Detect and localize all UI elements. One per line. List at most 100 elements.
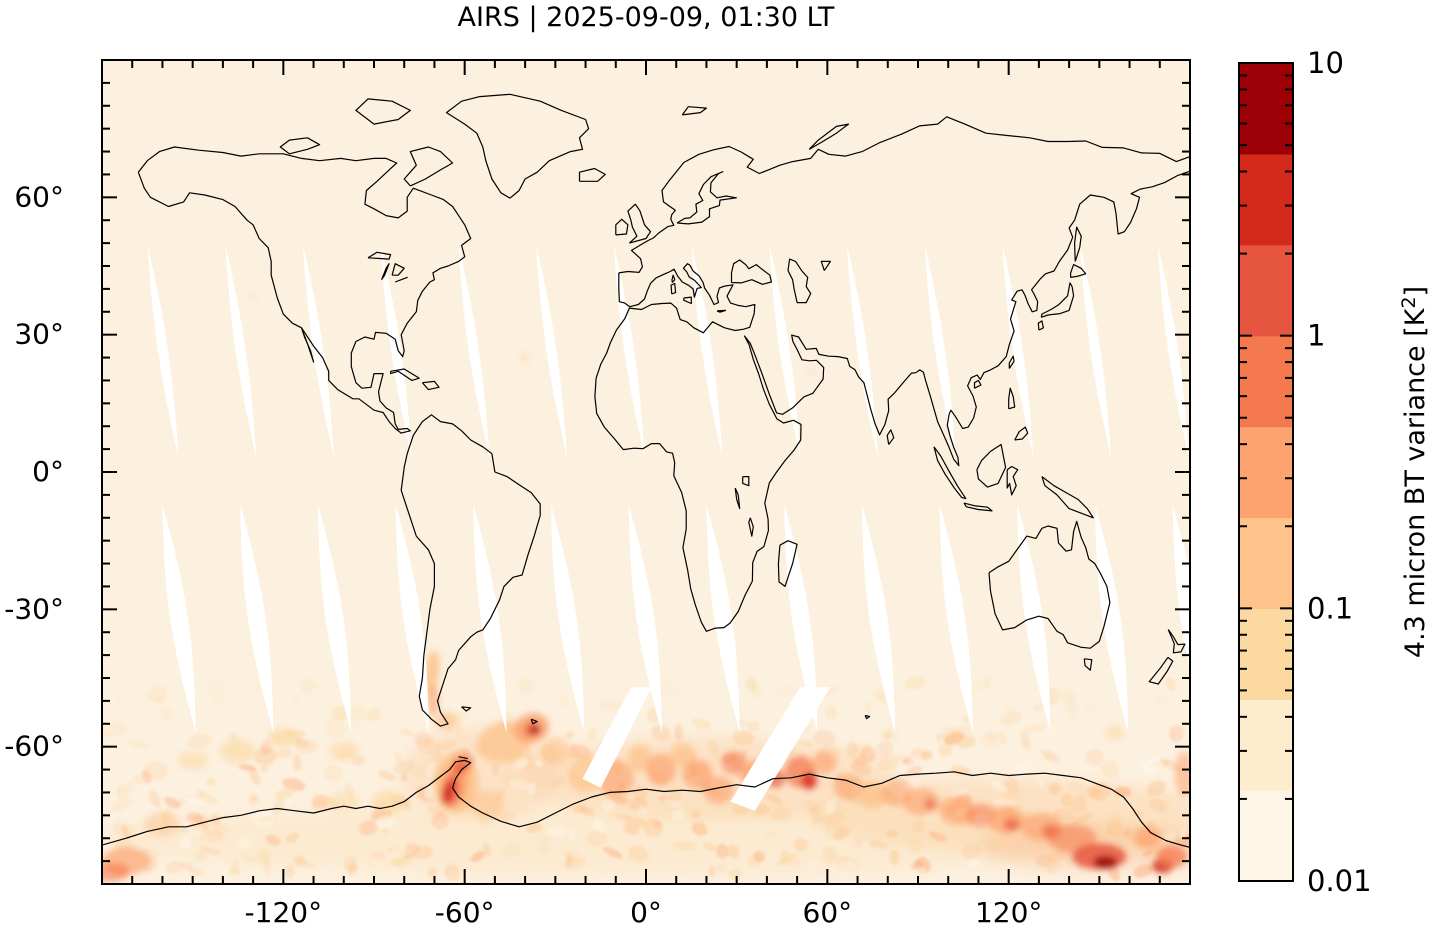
variance-hotspot [812,751,837,775]
coastline-path [1167,629,1186,654]
orbit-gap-sliver [924,243,956,459]
variance-hotspot [924,798,937,810]
variance-speckle [908,755,924,766]
coastline-path [381,263,390,281]
coastline-path [403,146,454,187]
variance-speckle [998,731,1006,745]
y-axis-tick-label: -30° [4,592,64,625]
variance-speckle [949,787,969,798]
variance-speckle [159,707,173,721]
variance-speckle [876,740,894,757]
variance-speckle [825,798,837,815]
variance-speckle [349,722,359,731]
variance-speckle [376,815,397,829]
variance-speckle [579,805,595,816]
variance-speckle [1168,725,1184,742]
variance-speckle [307,700,319,710]
x-axis-tick-label: 120° [975,896,1042,929]
variance-speckle [969,859,979,869]
variance-speckle [134,774,143,785]
variance-hotspot [857,780,888,809]
variance-speckle [285,798,293,806]
variance-speckle [427,806,446,818]
coastline-path [670,282,677,295]
variance-hotspot [1003,818,1020,831]
variance-speckle [586,829,607,847]
orbit-gap-sliver [240,504,274,733]
coastline-path [137,146,472,434]
variance-hotspot [682,759,713,789]
variance-speckle [272,798,284,816]
variance-speckle [392,857,405,866]
orbit-gap-sliver [535,243,568,459]
variance-speckle [653,820,662,828]
variance-speckle [738,718,746,728]
variance-speckle [889,849,900,866]
variance-speckle [672,841,697,851]
variance-speckle [824,821,846,840]
variance-speckle [671,809,685,820]
variance-speckle [254,747,278,766]
coastline-path [820,260,831,271]
variance-speckle [371,850,386,859]
variance-speckle [290,694,302,705]
coastline-path [671,274,676,283]
variance-speckle [158,722,170,734]
variance-speckle [715,843,729,859]
colorbar-axis-label: 4.3 micron BT variance [K2] [1398,286,1431,658]
variance-speckle [797,740,814,747]
variance-speckle [378,769,397,781]
variance-speckle [237,836,252,849]
coastline-path [787,258,812,304]
colorbar-tick-label: 0.1 [1307,591,1353,625]
variance-speckle [455,724,464,738]
variance-speckle [382,827,390,835]
variance-speckle [199,846,223,855]
variance-speckle [635,817,646,828]
variance-speckle [199,792,219,804]
variance-hotspot [540,737,571,765]
axis-ticks [102,60,1190,884]
coastline-path [1006,465,1019,496]
variance-speckle [928,831,947,842]
variance-speckle [183,796,206,806]
colorbar-band [1239,790,1293,882]
variance-speckle [179,835,192,850]
variance-speckle [250,680,261,688]
variance-speckle [210,814,221,827]
coastline-path [1008,387,1016,410]
variance-speckle [1071,812,1093,826]
variance-speckle [763,829,778,838]
variance-hotspot [531,726,540,734]
variance-speckle [935,734,943,741]
orbit-gap-sliver [769,243,801,459]
variance-speckle [732,730,755,745]
variance-speckle [195,852,206,862]
variance-speckle [1133,864,1153,878]
map-plot-area [102,93,1190,882]
variance-speckle [961,716,970,723]
coastline-path [445,93,590,199]
coastline-path [748,517,754,537]
coastline-path [716,309,727,313]
x-axis-tick-label: 60° [803,896,853,929]
variance-hotspot [1174,751,1190,798]
variance-speckle [855,752,866,767]
variance-speckle [294,738,310,748]
orbit-gap-sliver [1157,243,1189,459]
variance-speckle [885,829,899,838]
coastline-path [1074,226,1082,262]
orbit-gap-wedge [582,687,652,788]
variance-speckle [920,750,933,761]
variance-speckle [905,676,926,690]
variance-speckle [990,780,1008,793]
variance-speckle [692,718,711,729]
coastline-path [1083,658,1093,671]
variance-speckle [808,859,827,872]
variance-hotspot [441,781,453,804]
coastline-path [594,170,1190,632]
variance-speckle [988,840,1005,848]
variance-speckle [538,845,551,854]
variance-speckle [950,765,972,776]
variance-speckle [150,685,168,702]
